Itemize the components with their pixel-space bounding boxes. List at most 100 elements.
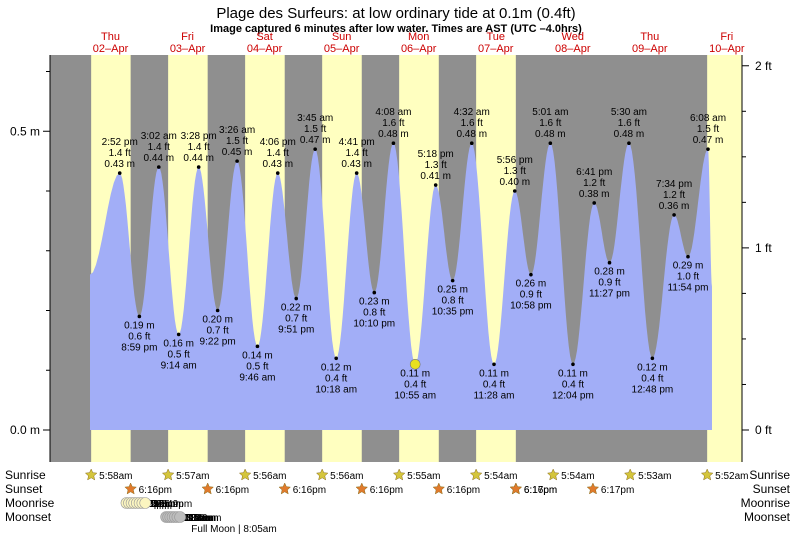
- tide-point: [117, 171, 122, 175]
- tide-label: 3:28 pm: [181, 131, 217, 142]
- tide-label: 11:28 am: [474, 390, 515, 401]
- sunset-icon: [124, 482, 137, 495]
- tide-label: 1.6 ft: [618, 118, 640, 129]
- tide-point: [313, 147, 317, 151]
- tide-label: 0.12 m: [321, 362, 352, 373]
- day-date: 06–Apr: [401, 43, 437, 55]
- tide-label: 0.8 ft: [363, 308, 385, 319]
- tide-label: 0.43 m: [104, 159, 135, 170]
- sunrise-time: 5:54am: [561, 471, 594, 482]
- tide-label: 0.38 m: [579, 189, 610, 200]
- day-labels: Thu02–AprFri03–AprSat04–AprSun05–AprMon0…: [93, 31, 745, 55]
- tide-label: 0.11 m: [479, 368, 509, 379]
- sunrise-time: 5:57am: [176, 471, 209, 482]
- tide-label: 1.2 ft: [663, 190, 685, 201]
- sunset-time: 6:16pm: [524, 485, 557, 496]
- tide-label: 4:06 pm: [260, 137, 296, 148]
- tide-point: [672, 213, 676, 217]
- tide-label: 0.40 m: [499, 177, 530, 188]
- left-axis-panel: [0, 55, 50, 462]
- y-tick-label-ft: 0 ft: [755, 423, 772, 437]
- tide-point: [275, 171, 280, 175]
- sunrise-time: 5:53am: [638, 471, 671, 482]
- tide-label: 0.5 ft: [168, 349, 190, 360]
- tide-point: [529, 272, 533, 277]
- sunrise-row-label: Sunrise: [5, 468, 46, 482]
- y-tick-label-ft: 2 ft: [755, 59, 772, 73]
- sunset-time: 6:16pm: [216, 485, 249, 496]
- tide-label: 0.14 m: [242, 350, 273, 361]
- sunrise-time: 5:55am: [407, 471, 440, 482]
- tide-label: 3:26 am: [219, 125, 255, 136]
- tide-label: 12:04 pm: [552, 390, 594, 401]
- moonset-row-label: Moonset: [5, 510, 52, 524]
- sunrise-icon: [161, 468, 175, 481]
- day-name: Tue: [486, 31, 505, 43]
- sunset-icon: [201, 482, 214, 495]
- tide-point: [255, 344, 260, 349]
- tide-label: 0.19 m: [124, 320, 155, 331]
- tide-point: [391, 141, 396, 145]
- tide-label: 3:45 am: [297, 113, 333, 124]
- sunset-icon: [355, 482, 369, 495]
- tide-point: [686, 254, 690, 259]
- sunset-icon: [509, 482, 523, 495]
- tide-label: 0.4 ft: [404, 379, 426, 390]
- tide-label: 0.36 m: [659, 201, 690, 212]
- tide-label: 4:32 am: [454, 107, 490, 118]
- tide-point: [469, 141, 474, 145]
- tide-label: 6:41 pm: [576, 167, 612, 178]
- sunrise-icon: [315, 468, 329, 481]
- day-date: 09–Apr: [632, 43, 668, 55]
- tide-label: 0.4 ft: [483, 379, 505, 390]
- moonset-time: 5:19am: [174, 513, 207, 524]
- day-date: 07–Apr: [478, 43, 514, 55]
- day-date: 03–Apr: [170, 43, 206, 55]
- tide-point: [354, 171, 359, 175]
- moonset-time: 5:58am: [176, 513, 209, 524]
- tide-point: [156, 165, 161, 169]
- tide-label: 0.41 m: [420, 171, 451, 182]
- tide-label: 1.3 ft: [425, 160, 447, 171]
- tide-label: 0.48 m: [378, 129, 409, 140]
- day-name: Fri: [181, 31, 194, 43]
- moonset-time: 9:40am: [188, 513, 221, 524]
- axes: 0.5 m 0.0 m 2 ft 1 ft 0 ft: [0, 55, 793, 462]
- y-tick-label-m: 0.0 m: [10, 423, 40, 437]
- moonset-row-label-right: Moonset: [744, 510, 791, 524]
- tide-label: 0.29 m: [673, 261, 704, 272]
- tide-label: 0.7 ft: [285, 314, 307, 325]
- moonrise-time: 4:58pm: [134, 499, 167, 510]
- sunset-time: 6:16pm: [370, 485, 403, 496]
- tide-label: 0.7 ft: [207, 326, 229, 337]
- moonrise-time: 8:12pm: [145, 499, 178, 510]
- current-tide-marker: [409, 358, 421, 370]
- sunrise-icon: [623, 468, 637, 481]
- tide-label: 10:18 am: [315, 384, 357, 395]
- right-axis-panel: [742, 55, 793, 462]
- tide-label: 2:52 pm: [102, 137, 138, 148]
- tide-point: [571, 362, 575, 367]
- sunset-row-label: Sunset: [5, 482, 43, 496]
- moonrise-row-label-right: Moonrise: [741, 496, 791, 510]
- moonrise-icon: [139, 497, 152, 509]
- tide-label: 1.2 ft: [583, 178, 605, 189]
- tide-label: 8:59 pm: [121, 342, 157, 353]
- day-name: Thu: [640, 31, 659, 43]
- tide-label: 11:54 pm: [668, 283, 709, 294]
- tide-label: 4:41 pm: [339, 137, 375, 148]
- tide-label: 0.25 m: [437, 285, 468, 296]
- tide-label: 9:22 pm: [200, 337, 236, 348]
- tide-point: [450, 278, 455, 283]
- tide-label: 0.9 ft: [598, 278, 620, 289]
- tide-point: [650, 356, 655, 361]
- tide-point: [215, 308, 220, 313]
- tide-label: 1.0 ft: [677, 272, 699, 283]
- moonset-icon: [174, 511, 186, 523]
- day-date: 10–Apr: [709, 43, 745, 55]
- sunset-icon: [432, 482, 446, 495]
- tide-label: 9:14 am: [161, 360, 197, 371]
- tide-label: 0.4 ft: [641, 373, 663, 384]
- tide-point: [607, 260, 612, 265]
- day-date: 02–Apr: [93, 43, 129, 55]
